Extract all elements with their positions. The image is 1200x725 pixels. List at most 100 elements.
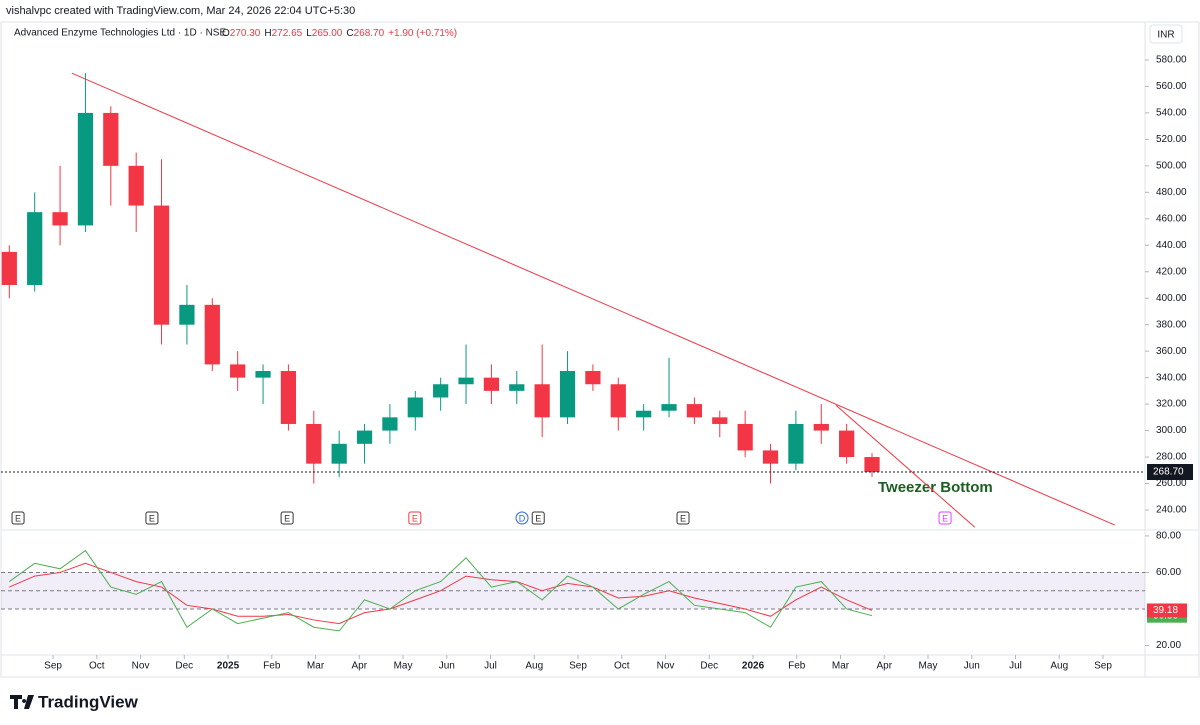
y-tick-label: 360.00	[1156, 346, 1187, 357]
candle-body	[77, 112, 94, 226]
y-tick-label: 280.00	[1156, 452, 1187, 463]
y-tick-label: 580.00	[1156, 55, 1187, 66]
event-badge	[408, 511, 422, 525]
candle-body	[762, 450, 779, 464]
currency[interactable]: INR	[1157, 30, 1174, 41]
x-tick-label: Jun	[964, 661, 980, 672]
event-badge	[145, 511, 159, 525]
x-tick-label: Jun	[439, 661, 455, 672]
brand-logo	[10, 695, 34, 709]
candle-body	[509, 384, 525, 391]
candle-body	[331, 443, 347, 464]
x-tick-label: Sep	[1094, 661, 1112, 672]
candle-body	[839, 430, 855, 458]
candle-body	[559, 371, 576, 418]
ohlc-value: 265.00	[312, 28, 343, 39]
y-tick-label: 240.00	[1156, 505, 1187, 516]
event-label: E	[412, 513, 418, 523]
brand: TradingView	[38, 692, 139, 711]
event-badge	[531, 511, 545, 525]
last-price-box	[1147, 464, 1193, 481]
candle-body	[610, 384, 626, 418]
ohlc-key: C	[346, 28, 353, 39]
x-tick-label: May	[394, 661, 413, 672]
x-tick-label: Dec	[700, 661, 718, 672]
event-label: E	[942, 513, 948, 523]
ohlc-value: 272.65	[272, 28, 303, 39]
x-tick-label: Jul	[1009, 661, 1022, 672]
y-tick-label: 420.00	[1156, 266, 1187, 277]
x-tick-label: Sep	[569, 661, 587, 672]
x-tick-label: Jul	[484, 661, 497, 672]
ohlc-value: 270.30	[230, 28, 261, 39]
trendline	[835, 405, 976, 528]
ohlc-key: O	[222, 28, 230, 39]
candle-body	[788, 423, 804, 464]
candle-body	[686, 404, 703, 418]
y-tick-label: 540.00	[1156, 108, 1187, 119]
trendline	[71, 72, 1116, 526]
y-tick-label: 460.00	[1156, 213, 1187, 224]
candle-body	[813, 423, 829, 431]
x-tick-label: Aug	[1050, 661, 1068, 672]
event-badge	[280, 511, 294, 525]
event-badge	[676, 511, 690, 525]
x-tick-label: Oct	[89, 661, 105, 672]
frame	[0, 21, 1200, 678]
event-label: E	[680, 513, 686, 523]
event-label: E	[284, 513, 290, 523]
last-price-label: 268.70	[1153, 467, 1184, 478]
y-tick-label: 440.00	[1156, 240, 1187, 251]
y-tick-label: 340.00	[1156, 372, 1187, 383]
candle-body	[433, 384, 449, 398]
candle-body	[661, 404, 677, 411]
y-tick-label: 80.00	[1156, 531, 1181, 542]
y-tick-label: 320.00	[1156, 399, 1187, 410]
y-tick-label: 60.00	[1156, 567, 1181, 578]
x-tick-label: May	[919, 661, 938, 672]
x-tick-label: Apr	[352, 661, 368, 672]
candle-body	[534, 384, 550, 418]
candle-body	[103, 112, 119, 166]
x-tick-label: Feb	[788, 661, 806, 672]
candle-body	[356, 430, 373, 444]
candle-body	[382, 417, 398, 431]
symbol: Advanced Enzyme Technologies Ltd · 1D · …	[14, 28, 226, 39]
annotation: Tweezer Bottom	[878, 479, 993, 496]
event-label: D	[519, 513, 526, 523]
y-tick-label: 500.00	[1156, 160, 1187, 171]
candle-body	[179, 304, 195, 325]
x-tick-label: 2025	[217, 661, 240, 672]
y-tick-label: 20.00	[1156, 640, 1181, 651]
rsi-line	[9, 562, 873, 625]
event-badge	[515, 511, 529, 525]
x-tick-label: 2026	[742, 661, 765, 672]
x-tick-label: Apr	[876, 661, 892, 672]
x-tick-label: Dec	[175, 661, 193, 672]
y-tick-label: 480.00	[1156, 187, 1187, 198]
x-tick-label: Nov	[657, 661, 675, 672]
currency-box[interactable]	[1149, 24, 1183, 44]
rsi-last-label: 39.18	[1153, 605, 1178, 616]
candle-body	[864, 457, 880, 473]
y-tick-label: 380.00	[1156, 319, 1187, 330]
candle-body	[52, 212, 68, 226]
candle-body	[1, 251, 17, 285]
event-label: E	[149, 513, 155, 523]
y-tick-label: 300.00	[1156, 425, 1187, 436]
event-badge	[11, 511, 25, 525]
candle-body	[585, 371, 601, 385]
event-badge	[938, 511, 952, 525]
x-tick-label: Oct	[614, 661, 630, 672]
x-tick-label: Sep	[44, 661, 62, 672]
rsi-last-box	[1147, 603, 1187, 618]
x-tick-label: Feb	[263, 661, 281, 672]
candle-body	[306, 423, 322, 464]
change: +1.90 (+0.71%)	[388, 28, 457, 39]
y-tick-label: 260.00	[1156, 478, 1187, 489]
candle-body	[483, 377, 500, 391]
y-tick-label: 520.00	[1156, 134, 1187, 145]
candle-body	[255, 371, 271, 378]
